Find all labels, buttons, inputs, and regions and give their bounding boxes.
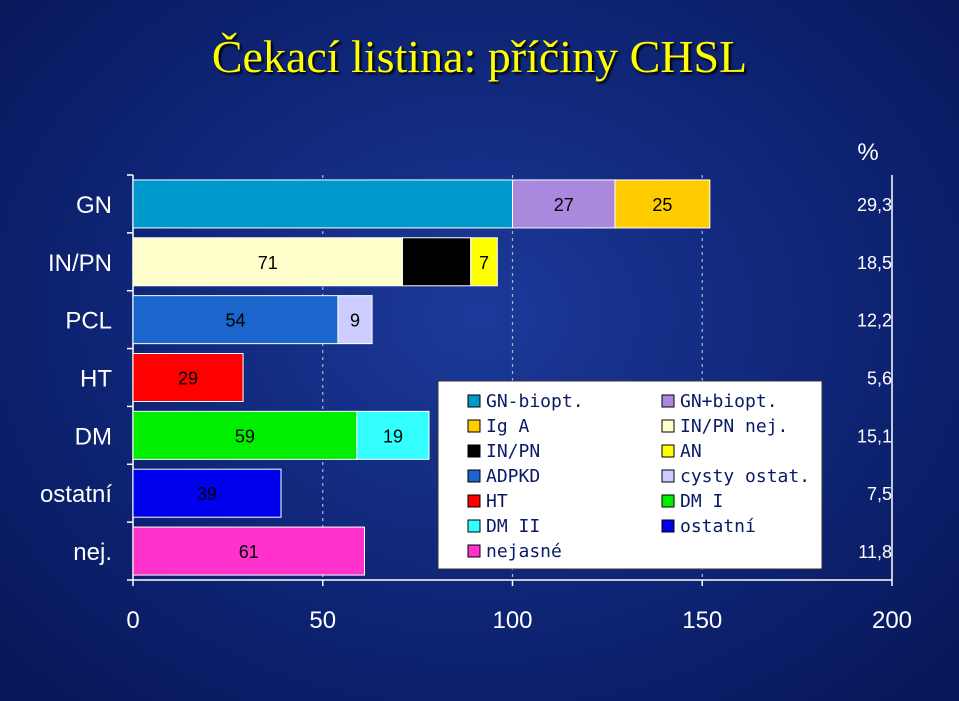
category-label: ostatní xyxy=(40,481,112,508)
bar xyxy=(512,179,616,229)
legend-swatch xyxy=(467,469,481,483)
legend-swatch xyxy=(661,444,675,458)
bar xyxy=(132,295,339,345)
bar xyxy=(132,179,513,229)
bar xyxy=(132,353,244,402)
percentage-label: 11,8 xyxy=(858,542,892,562)
legend-label: DM I xyxy=(680,491,723,512)
legend-label: AN xyxy=(680,441,702,462)
legend-swatch xyxy=(661,519,675,533)
category-label: DM xyxy=(75,423,112,450)
x-tick-label: 50 xyxy=(309,607,336,634)
bar xyxy=(470,237,498,287)
percentage-label: 7,5 xyxy=(867,484,892,504)
legend-label: ostatní xyxy=(680,516,756,537)
legend-label: ADPKD xyxy=(486,466,540,487)
data-label: 39 xyxy=(197,484,217,504)
data-label: 61 xyxy=(239,542,259,562)
data-label: 7 xyxy=(479,253,489,273)
bar xyxy=(132,468,282,518)
bar xyxy=(132,237,403,287)
legend-swatch xyxy=(661,394,675,408)
legend-box xyxy=(437,380,823,570)
legend-label: Ig A xyxy=(486,416,530,437)
legend-swatch xyxy=(467,494,481,508)
x-tick-label: 150 xyxy=(682,607,722,634)
legend-label: GN+biopt. xyxy=(680,391,778,412)
data-label: 9 xyxy=(350,311,360,331)
unit-label: % xyxy=(857,139,878,166)
bar xyxy=(132,410,358,460)
legend-label: HT xyxy=(486,491,508,512)
legend-label: IN/PN nej. xyxy=(680,416,788,437)
x-tick-label: 100 xyxy=(492,607,532,634)
data-label: 71 xyxy=(258,253,278,273)
percentage-label: 5,6 xyxy=(867,369,892,389)
legend-swatch xyxy=(467,519,481,533)
x-tick-label: 200 xyxy=(872,607,912,634)
category-label: nej. xyxy=(73,539,112,566)
percentage-label: 29,3 xyxy=(857,195,892,215)
data-label: 27 xyxy=(554,195,574,215)
category-label: GN xyxy=(76,192,112,219)
legend-label: GN-biopt. xyxy=(486,391,584,412)
data-label: 29 xyxy=(178,369,198,389)
legend-swatch xyxy=(467,444,481,458)
bar xyxy=(614,179,711,229)
category-label: HT xyxy=(80,366,112,393)
x-tick-label: 0 xyxy=(126,607,139,634)
bar xyxy=(132,526,365,576)
percentage-label: 12,2 xyxy=(857,311,892,331)
percentage-label: 18,5 xyxy=(857,253,892,273)
category-label: IN/PN xyxy=(48,250,112,277)
data-label: 59 xyxy=(235,426,255,446)
data-label: 19 xyxy=(383,426,403,446)
legend-swatch xyxy=(467,544,481,558)
data-label: 18 xyxy=(427,253,447,273)
legend-label: nejasné xyxy=(486,541,562,562)
category-label: PCL xyxy=(65,308,112,335)
bar xyxy=(356,410,430,460)
legend-label: DM II xyxy=(486,516,540,537)
legend-label: cysty ostat. xyxy=(680,466,810,487)
data-label: 25 xyxy=(652,195,672,215)
page-title: Čekací listina: příčiny CHSL xyxy=(211,31,748,82)
legend-swatch xyxy=(661,419,675,433)
bar xyxy=(337,295,373,345)
legend-swatch xyxy=(467,419,481,433)
legend-swatch xyxy=(661,494,675,508)
legend-label: IN/PN xyxy=(486,441,540,462)
legend-swatch xyxy=(467,394,481,408)
percentage-label: 15,1 xyxy=(857,426,892,446)
legend-swatch xyxy=(661,469,675,483)
data-label: 54 xyxy=(225,311,245,331)
